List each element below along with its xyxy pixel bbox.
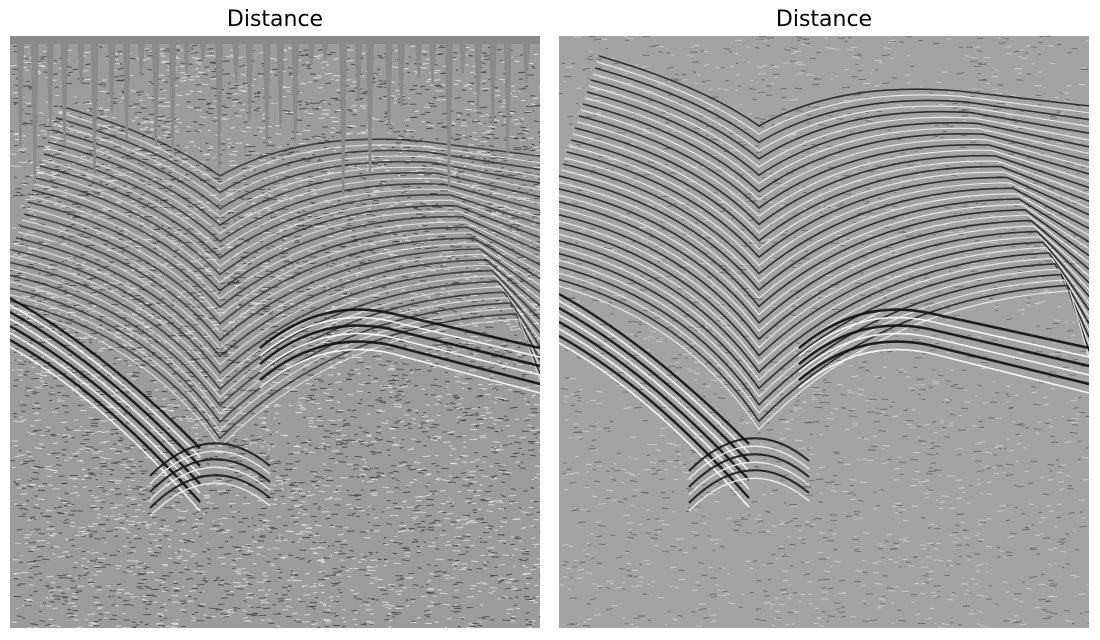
seismic-background (559, 36, 1089, 628)
seismic-section-graphic (10, 36, 540, 628)
seismic-panel-left: Distance (10, 0, 540, 640)
seismic-panel-right: Distance (559, 0, 1089, 640)
panel-title: Distance (226, 7, 324, 32)
top-mute-zone (10, 36, 540, 195)
seismic-section-image (559, 36, 1089, 628)
reflector-lines (10, 105, 540, 517)
seismic-section-graphic (559, 36, 1089, 628)
reflector-lines (559, 55, 1089, 512)
panel-title: Distance (775, 7, 873, 32)
seismic-section-image (10, 36, 540, 628)
